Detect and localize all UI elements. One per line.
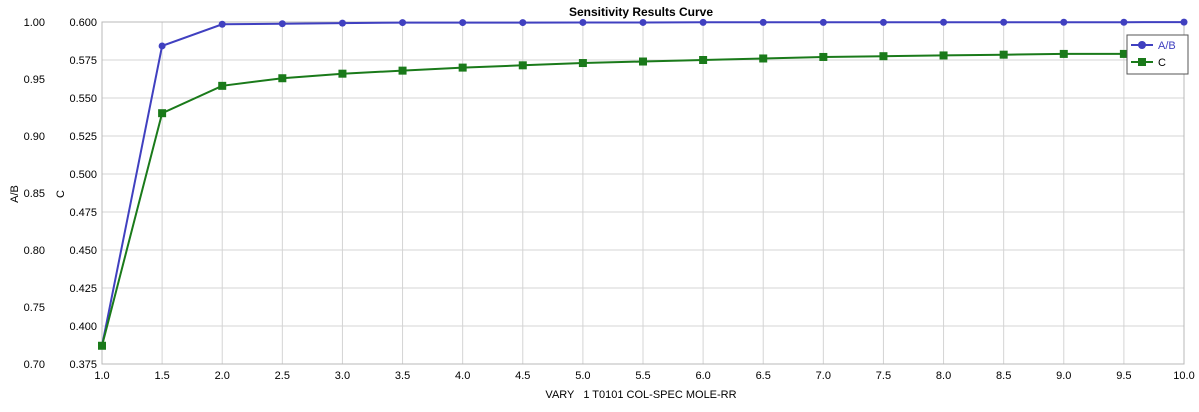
legend-c-label: C: [1158, 57, 1166, 69]
y-tick-label-c: 0.525: [69, 131, 97, 143]
data-point-c: [98, 341, 106, 350]
x-tick-label: 6.0: [695, 370, 710, 382]
data-point-ab: [278, 20, 286, 28]
data-point-c: [578, 59, 587, 68]
legend-c-marker: [1138, 58, 1146, 66]
y-tick-label-ab: 0.95: [24, 74, 45, 86]
data-point-c: [879, 52, 888, 61]
x-tick-label: 9.0: [1056, 370, 1071, 382]
y-tick-label-c: 0.400: [69, 321, 97, 333]
x-tick-label: 2.0: [215, 370, 230, 382]
data-point-c: [819, 52, 828, 61]
x-tick-label: 2.5: [275, 370, 290, 382]
data-point-c: [699, 56, 708, 64]
chart-title: Sensitivity Results Curve: [569, 5, 713, 19]
y-axis-ab-label: A/B: [9, 185, 21, 203]
data-point-c: [278, 74, 287, 83]
y-tick-label-c: 0.500: [69, 169, 97, 181]
legend-box: [1126, 34, 1189, 75]
data-point-ab: [579, 18, 587, 26]
data-point-ab: [1000, 18, 1008, 26]
x-tick-label: 7.5: [876, 370, 891, 382]
x-tick-label: 9.5: [1116, 370, 1131, 382]
x-tick-label: 8.5: [996, 370, 1011, 382]
data-point-c: [939, 51, 948, 60]
data-point-ab: [879, 18, 887, 26]
y-tick-label-c: 0.475: [69, 207, 97, 219]
data-point-ab: [1180, 18, 1188, 26]
x-tick-label: 3.0: [335, 370, 350, 382]
x-tick-label: 4.0: [455, 370, 470, 382]
data-point-c: [398, 66, 407, 75]
x-tick-label: 3.5: [395, 370, 410, 382]
y-tick-label-ab: 0.85: [24, 188, 45, 200]
y-axis-c-label: C: [55, 190, 67, 198]
x-tick-label: 8.0: [936, 370, 951, 382]
data-point-ab: [218, 20, 226, 28]
x-axis-label: VARY 1 T0101 COL-SPEC MOLE-RR: [545, 389, 736, 401]
data-point-c: [518, 61, 527, 70]
data-point-c: [639, 57, 647, 66]
x-tick-label: 4.5: [515, 370, 530, 382]
data-point-ab: [699, 18, 707, 26]
data-point-c: [1059, 49, 1068, 58]
y-tick-label-ab: 0.75: [24, 302, 45, 314]
data-point-ab: [459, 19, 467, 27]
x-tick-label: 5.0: [575, 370, 590, 382]
data-point-c: [999, 50, 1008, 59]
data-point-ab: [759, 18, 767, 26]
data-point-ab: [399, 19, 407, 27]
y-tick-label-ab: 0.80: [24, 245, 45, 257]
data-point-c: [158, 109, 167, 118]
data-point-c: [218, 81, 227, 90]
y-tick-label-c: 0.450: [69, 245, 97, 257]
y-axis-c-ticks: 0.375 0.400 0.425 0.450 0.475 0.500 0.525 0.550…: [69, 17, 97, 371]
data-point-ab: [1060, 18, 1068, 26]
data-point-ab: [519, 19, 527, 27]
data-point-ab: [639, 18, 647, 26]
data-point-ab: [1120, 18, 1128, 26]
y-tick-label-ab: 0.90: [24, 131, 45, 143]
y-tick-label-ab: 1.00: [24, 17, 45, 29]
data-point-c: [1119, 49, 1128, 58]
x-axis-ticks: 1.0 1.5 2.0 2.5 3.0 3.5 4.0 4.5 5.0 5.5 6.0 6.5 7.0 7…: [94, 370, 1194, 382]
grid: [101, 21, 1185, 365]
x-tick-label: 7.0: [816, 370, 831, 382]
y-tick-label-c: 0.425: [69, 283, 97, 295]
data-point-c: [458, 63, 467, 72]
data-point-ab: [338, 19, 346, 27]
y-tick-label-c: 0.575: [69, 55, 97, 67]
y-tick-label-c: 0.600: [69, 17, 97, 29]
legend-ab-marker: [1138, 41, 1146, 49]
legend: A/B C: [1126, 34, 1189, 75]
x-tick-label: 1.5: [154, 370, 169, 382]
data-point-ab: [819, 18, 827, 26]
x-tick-label: 6.5: [756, 370, 771, 382]
y-tick-label-c: 0.375: [69, 359, 97, 371]
y-tick-label-ab: 0.70: [24, 359, 45, 371]
y-tick-label-c: 0.550: [69, 93, 97, 105]
legend-ab-label: A/B: [1158, 40, 1176, 52]
data-point-c: [338, 69, 347, 78]
data-point-ab: [940, 18, 948, 26]
y-axis-ab-ticks: 0.70 0.75 0.80 0.85 0.90 0.95 1.00: [24, 17, 45, 371]
x-tick-label: 1.0: [94, 370, 109, 382]
x-tick-label: 5.5: [635, 370, 650, 382]
x-tick-label: 10.0: [1173, 370, 1194, 382]
data-point-c: [759, 54, 768, 63]
data-point-ab: [158, 42, 166, 50]
